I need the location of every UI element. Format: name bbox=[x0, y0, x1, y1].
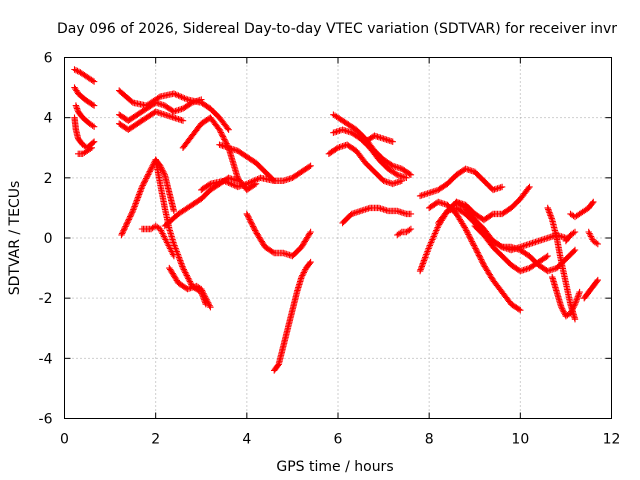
plus-markers bbox=[216, 141, 314, 184]
x-tick-label: 10 bbox=[511, 432, 529, 448]
series-arc-g6 bbox=[562, 228, 579, 245]
series-arc-c4 bbox=[198, 174, 278, 194]
plus-markers bbox=[116, 108, 187, 133]
series-arc-f1 bbox=[416, 165, 506, 200]
y-tick-label: -6 bbox=[39, 412, 53, 428]
y-tick-label: -2 bbox=[39, 291, 53, 307]
plus-markers bbox=[72, 102, 98, 130]
data-marks bbox=[71, 66, 601, 374]
y-tick-label: 0 bbox=[44, 231, 53, 247]
series-arc-b5 bbox=[152, 156, 209, 308]
series-arc-e5 bbox=[339, 204, 415, 227]
plus-markers bbox=[567, 198, 597, 221]
plus-markers bbox=[585, 228, 601, 248]
plus-markers bbox=[71, 66, 98, 85]
series-arc-f6 bbox=[471, 222, 579, 275]
series-arc-b4 bbox=[118, 156, 178, 239]
series-arc-d2 bbox=[271, 258, 314, 374]
plus-markers bbox=[549, 273, 583, 320]
plus-markers bbox=[426, 198, 524, 314]
y-tick-labels: 6 4 2 0 -2 -4 -6 bbox=[39, 51, 53, 428]
plus-markers bbox=[243, 210, 314, 260]
y-tick-label: -4 bbox=[39, 351, 53, 367]
x-tick-label: 0 bbox=[60, 432, 69, 448]
series-arc-e4 bbox=[362, 132, 396, 145]
plus-markers bbox=[116, 96, 205, 124]
plus-markers bbox=[138, 222, 178, 260]
series-arc-a5 bbox=[75, 144, 95, 157]
x-tick-label: 4 bbox=[242, 432, 251, 448]
y-axis-label: SDTVAR / TECUs bbox=[7, 181, 23, 296]
y-tick-label: 6 bbox=[44, 51, 53, 67]
x-tick-label: 12 bbox=[603, 432, 621, 448]
series-arc-b3 bbox=[116, 108, 187, 133]
y-tick-label: 2 bbox=[44, 171, 53, 187]
plus-markers bbox=[394, 225, 415, 239]
series-arc-c3 bbox=[216, 141, 314, 184]
plus-markers bbox=[330, 126, 410, 181]
series-arc-g4 bbox=[581, 276, 601, 302]
plus-markers bbox=[75, 144, 95, 157]
plus-markers bbox=[271, 258, 314, 374]
plus-markers bbox=[471, 222, 579, 275]
plus-markers bbox=[198, 174, 278, 194]
plus-markers bbox=[362, 132, 396, 145]
series-arc-b6 bbox=[138, 222, 178, 260]
plus-markers bbox=[339, 204, 415, 227]
series-arc-g5 bbox=[585, 228, 601, 248]
x-tick-label: 8 bbox=[425, 432, 434, 448]
x-tick-label: 2 bbox=[151, 432, 160, 448]
x-axis-label: GPS time / hours bbox=[276, 459, 393, 475]
plus-markers bbox=[166, 264, 214, 311]
x-tick-label: 6 bbox=[334, 432, 343, 448]
plus-markers bbox=[562, 228, 579, 245]
plus-markers bbox=[325, 141, 405, 188]
series-arc-g2 bbox=[549, 273, 583, 320]
plus-markers bbox=[118, 156, 178, 239]
plus-markers bbox=[416, 165, 506, 200]
series-arc-b7 bbox=[166, 264, 214, 311]
series-arc-e3 bbox=[325, 141, 405, 188]
plus-markers bbox=[152, 156, 209, 308]
plus-markers bbox=[581, 276, 601, 302]
x-tick-labels: 0 2 4 6 8 10 12 bbox=[60, 432, 620, 448]
series-arc-e6 bbox=[394, 225, 415, 239]
series-arc-d1 bbox=[243, 210, 314, 260]
plus-markers bbox=[71, 84, 98, 109]
series-arc-a3 bbox=[72, 102, 98, 130]
series-arc-b2 bbox=[116, 96, 205, 124]
series-arc-a1 bbox=[71, 66, 98, 85]
chart-title: Day 096 of 2026, Sidereal Day-to-day VTE… bbox=[57, 21, 617, 37]
series-arc-g3 bbox=[567, 198, 597, 221]
series-arc-e2 bbox=[330, 126, 410, 181]
series-arc-a2 bbox=[71, 84, 98, 109]
series-arc-f3 bbox=[426, 198, 524, 314]
y-tick-label: 4 bbox=[44, 111, 53, 127]
axis-ticks bbox=[64, 57, 612, 419]
